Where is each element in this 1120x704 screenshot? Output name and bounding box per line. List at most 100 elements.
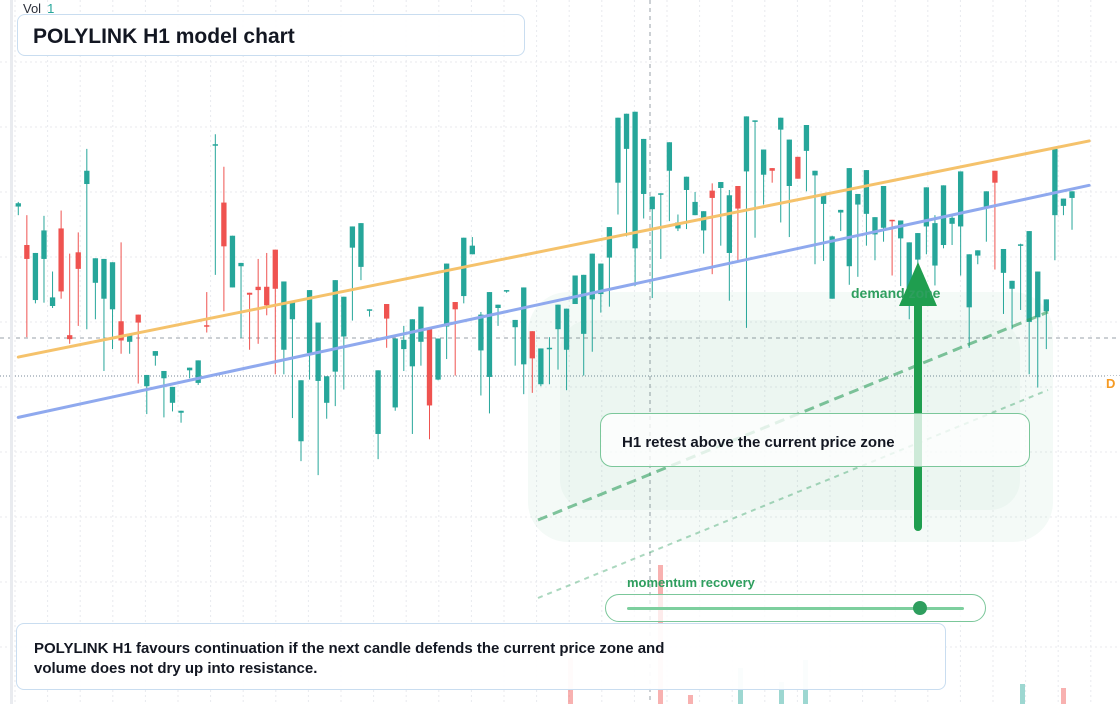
candle	[1043, 299, 1049, 350]
candle-body	[503, 290, 510, 292]
candle	[898, 220, 904, 287]
candle-body	[246, 292, 253, 295]
candle-body	[658, 193, 664, 195]
candle-body	[1009, 280, 1015, 289]
candle-body	[889, 219, 895, 222]
candle	[957, 171, 964, 276]
candle	[195, 360, 201, 385]
candle	[975, 250, 981, 265]
candle-body	[820, 193, 827, 204]
candle	[546, 337, 553, 385]
candle-body	[683, 176, 690, 190]
candle	[32, 252, 39, 304]
candle-body	[735, 185, 741, 209]
volume-bar	[1020, 684, 1025, 704]
candle-body	[15, 203, 21, 207]
candle	[598, 263, 604, 313]
candle-body	[957, 171, 964, 227]
candle-body	[769, 168, 775, 171]
candle-body	[349, 226, 356, 248]
candle-body	[521, 287, 527, 365]
candle-body	[152, 351, 159, 356]
candle	[803, 125, 810, 192]
candle-body	[418, 306, 424, 342]
candle	[760, 149, 767, 205]
candle	[786, 139, 792, 238]
candle	[846, 168, 852, 285]
candle-body	[641, 138, 647, 194]
candle	[1069, 191, 1075, 230]
candle-body	[803, 125, 810, 151]
trendlines	[16, 139, 1091, 419]
candle-body	[375, 370, 381, 434]
candle-body	[272, 249, 278, 289]
candle	[521, 287, 527, 395]
candle	[992, 170, 998, 270]
candle-body	[855, 193, 861, 205]
candle-body	[718, 182, 724, 188]
candle	[949, 216, 955, 246]
candle-body	[75, 252, 81, 269]
candle-body	[409, 319, 416, 367]
candle	[212, 134, 218, 275]
candle	[349, 226, 356, 321]
momentum-knob[interactable]	[913, 601, 928, 615]
candle	[735, 185, 741, 263]
candle-body	[623, 113, 630, 149]
candle	[255, 258, 261, 344]
candle-body	[760, 149, 767, 175]
candle-body	[392, 338, 398, 408]
candle	[272, 249, 278, 375]
candle	[161, 370, 167, 418]
candle	[1060, 198, 1067, 216]
candle-body	[161, 370, 167, 379]
candle-body	[795, 156, 801, 179]
candle-body	[838, 209, 844, 213]
candle-body	[118, 321, 124, 341]
candle-body	[495, 304, 501, 308]
candle	[503, 290, 510, 293]
candle-body	[41, 230, 47, 259]
candle-body	[812, 170, 818, 176]
candle	[289, 301, 296, 419]
candle-body	[555, 304, 561, 330]
candle-body	[692, 201, 698, 216]
candle	[375, 370, 381, 460]
candle	[135, 314, 141, 384]
trendline-lower	[16, 183, 1091, 419]
candle	[632, 111, 638, 287]
candle	[75, 232, 81, 326]
candle-body	[289, 301, 296, 320]
candle-body	[1035, 271, 1041, 318]
candle	[298, 380, 304, 462]
candle	[332, 280, 338, 407]
candle	[872, 217, 878, 261]
candle	[838, 209, 844, 232]
candle-body	[358, 223, 364, 267]
candle	[358, 223, 364, 281]
candle-body	[1026, 231, 1032, 322]
momentum-slider[interactable]	[605, 594, 986, 622]
candle-body	[752, 120, 758, 122]
volume-bar	[688, 695, 693, 704]
candle-body	[880, 185, 887, 228]
candle	[264, 252, 270, 316]
candle-body	[709, 190, 715, 198]
volume-legend-label: Vol	[23, 1, 42, 16]
candle-body	[255, 286, 261, 291]
candle	[666, 142, 673, 222]
candle-body	[58, 228, 64, 292]
candle	[966, 254, 972, 348]
candle-body	[829, 236, 835, 299]
candle-body	[966, 254, 972, 308]
candle	[589, 253, 595, 352]
candle-body	[195, 360, 201, 383]
candle-body	[281, 281, 287, 350]
candle	[606, 227, 613, 307]
candle	[1052, 148, 1058, 261]
candle-body	[212, 144, 218, 146]
candle	[341, 296, 347, 390]
candle	[435, 338, 441, 381]
candle	[512, 319, 518, 366]
demand-arrow-head	[899, 262, 937, 306]
